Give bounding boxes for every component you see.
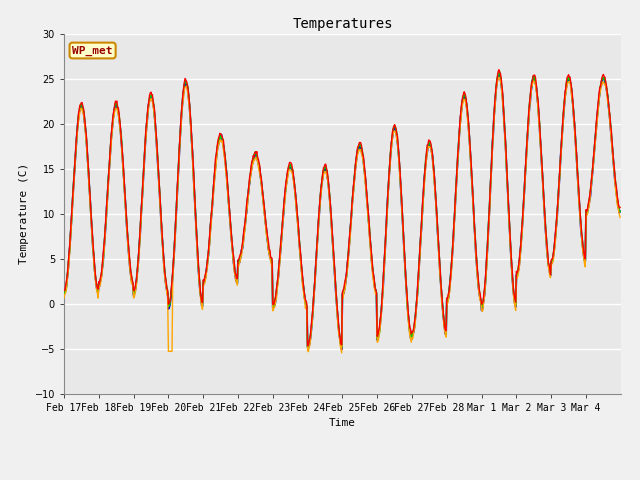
Text: WP_met: WP_met (72, 46, 113, 56)
Title: Temperatures: Temperatures (292, 17, 393, 31)
X-axis label: Time: Time (329, 418, 356, 428)
Y-axis label: Temperature (C): Temperature (C) (19, 163, 29, 264)
Legend: CR1000 panelT, HMP, NR01 PRT, AM25T PRT: CR1000 panelT, HMP, NR01 PRT, AM25T PRT (133, 477, 552, 480)
